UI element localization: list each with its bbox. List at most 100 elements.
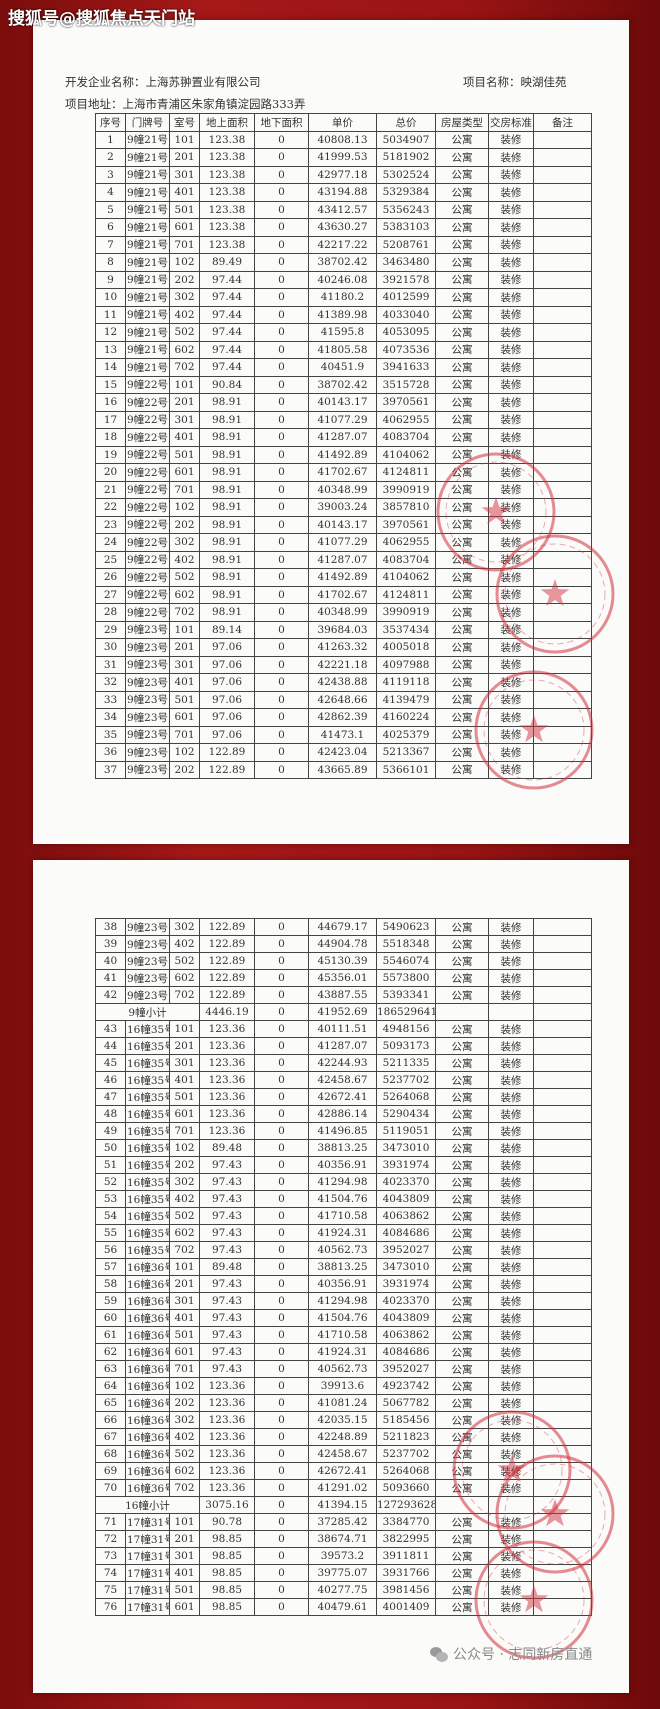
- cell-delivery-standard: 装修: [488, 1156, 534, 1174]
- cell-delivery-standard: 装修: [488, 1445, 534, 1463]
- cell-seq: 8: [95, 253, 126, 272]
- table-row: 35 9幢23号 701 97.06 0 41473.1 4025379 公寓 装修: [95, 725, 592, 744]
- cell-total-price: 4043809: [376, 1190, 436, 1208]
- cell-house-type: 公寓: [435, 253, 489, 272]
- cell-below-area: 0: [254, 1105, 309, 1123]
- price-table-page-1: 序号 门牌号 室号 地上面积 地下面积 单价 总价 房屋类型 交房标准 备注 1 9幢21号 101 1…: [95, 113, 592, 779]
- cell-house-type: 公寓: [435, 200, 489, 219]
- cell-total-price: 3952027: [376, 1241, 436, 1259]
- cell-above-area: 97.43: [199, 1190, 255, 1208]
- cell-total-price: 4104062: [376, 568, 436, 587]
- cell-house-type: 公寓: [435, 1394, 489, 1412]
- cell-seq: 46: [95, 1071, 126, 1089]
- cell-door: 9幢21号: [125, 148, 170, 167]
- cell-house-type: 公寓: [435, 445, 489, 464]
- cell-room: 101: [169, 130, 200, 149]
- cell-delivery-standard: 装修: [488, 1292, 534, 1310]
- cell-above-area: 123.36: [199, 1054, 255, 1072]
- cell-below-area: 0: [254, 1564, 309, 1582]
- cell-above-area: 123.38: [199, 200, 255, 219]
- cell-above-area: 97.06: [199, 655, 255, 674]
- cell-house-type: 公寓: [435, 1258, 489, 1276]
- table-row: 7 9幢21号 701 123.38 0 42217.22 5208761 公寓 装修: [95, 235, 592, 254]
- cell-below-area: 0: [254, 1071, 309, 1089]
- cell-unit-price: 41492.89: [308, 445, 377, 464]
- table-row: 36 9幢23号 102 122.89 0 42423.04 5213367 公寓 装修: [95, 743, 592, 762]
- cell-below-area: 0: [254, 655, 309, 674]
- column-header-house-type: 房屋类型: [435, 113, 489, 132]
- cell-unit-price: 44904.78: [308, 935, 377, 953]
- cell-unit-price: 41702.67: [308, 585, 377, 604]
- cell-remark: [533, 935, 592, 953]
- cell-below-area: 0: [254, 969, 309, 987]
- cell-delivery-standard: 装修: [488, 253, 534, 272]
- cell-remark: [533, 550, 592, 569]
- cell-unit-price: 42217.22: [308, 235, 377, 254]
- cell-room: 601: [169, 708, 200, 727]
- cell-room: 402: [169, 935, 200, 953]
- cell-above-area: 98.85: [199, 1598, 255, 1616]
- cell-below-area: 0: [254, 393, 309, 412]
- cell-door: 16幢35号: [125, 1139, 170, 1157]
- cell-remark: [533, 1326, 592, 1344]
- wechat-icon: [430, 1646, 448, 1662]
- cell-room: 302: [169, 1411, 200, 1429]
- cell-seq: 6: [95, 218, 126, 237]
- cell-door: 16幢35号: [125, 1037, 170, 1055]
- cell-seq: 35: [95, 725, 126, 744]
- cell-seq: 69: [95, 1462, 126, 1480]
- cell-room: 501: [169, 1581, 200, 1599]
- cell-delivery-standard: 装修: [488, 235, 534, 254]
- cell-door: 9幢22号: [125, 480, 170, 499]
- cell-room: 102: [169, 743, 200, 762]
- cell-house-type: 公寓: [435, 550, 489, 569]
- cell-house-type: 公寓: [435, 673, 489, 692]
- cell-delivery-standard: 装修: [488, 655, 534, 674]
- cell-room: 201: [169, 1037, 200, 1055]
- cell-total-price: 186529641: [376, 1003, 436, 1021]
- cell-above-area: 89.49: [199, 253, 255, 272]
- cell-below-area: 0: [254, 428, 309, 447]
- table-row: 15 9幢22号 101 90.84 0 38702.42 3515728 公寓 装修: [95, 375, 592, 394]
- cell-door: 9幢22号: [125, 568, 170, 587]
- column-header-seq: 序号: [95, 113, 126, 132]
- cell-total-price: 3822995: [376, 1530, 436, 1548]
- cell-door: 9幢22号: [125, 445, 170, 464]
- cell-total-price: 5211335: [376, 1054, 436, 1072]
- cell-above-area: 122.89: [199, 952, 255, 970]
- cell-below-area: 0: [254, 743, 309, 762]
- cell-house-type: 公寓: [435, 638, 489, 657]
- cell-remark: [533, 743, 592, 762]
- cell-house-type: 公寓: [435, 165, 489, 184]
- cell-below-area: 0: [254, 952, 309, 970]
- cell-door: 9幢21号: [125, 235, 170, 254]
- cell-delivery-standard: 装修: [488, 375, 534, 394]
- cell-unit-price: 41702.67: [308, 463, 377, 482]
- cell-house-type: 公寓: [435, 1122, 489, 1140]
- table-row: 19 9幢22号 501 98.91 0 41492.89 4104062 公寓 装修: [95, 445, 592, 464]
- cell-room: 602: [169, 585, 200, 604]
- cell-above-area: 98.91: [199, 498, 255, 517]
- cell-seq: 23: [95, 515, 126, 534]
- cell-total-price: 3911811: [376, 1547, 436, 1565]
- cell-house-type: 公寓: [435, 1343, 489, 1361]
- table-row: 9 9幢21号 202 97.44 0 40246.08 3921578 公寓 装修: [95, 270, 592, 289]
- cell-total-price: 5034907: [376, 130, 436, 149]
- cell-room: 701: [169, 1122, 200, 1140]
- cell-above-area: 97.43: [199, 1156, 255, 1174]
- cell-below-area: 0: [254, 1343, 309, 1361]
- cell-delivery-standard: 装修: [488, 1105, 534, 1123]
- cell-delivery-standard: [488, 1003, 534, 1021]
- cell-below-area: 0: [254, 1088, 309, 1106]
- cell-below-area: 0: [254, 1139, 309, 1157]
- cell-total-price: 4043809: [376, 1309, 436, 1327]
- cell-total-price: 4063862: [376, 1207, 436, 1225]
- cell-door: 16幢36号: [125, 1411, 170, 1429]
- cell-seq: 76: [95, 1598, 126, 1616]
- table-row: 33 9幢23号 501 97.06 0 42648.66 4139479 公寓 装修: [95, 690, 592, 709]
- cell-delivery-standard: 装修: [488, 130, 534, 149]
- cell-unit-price: 41291.02: [308, 1479, 377, 1497]
